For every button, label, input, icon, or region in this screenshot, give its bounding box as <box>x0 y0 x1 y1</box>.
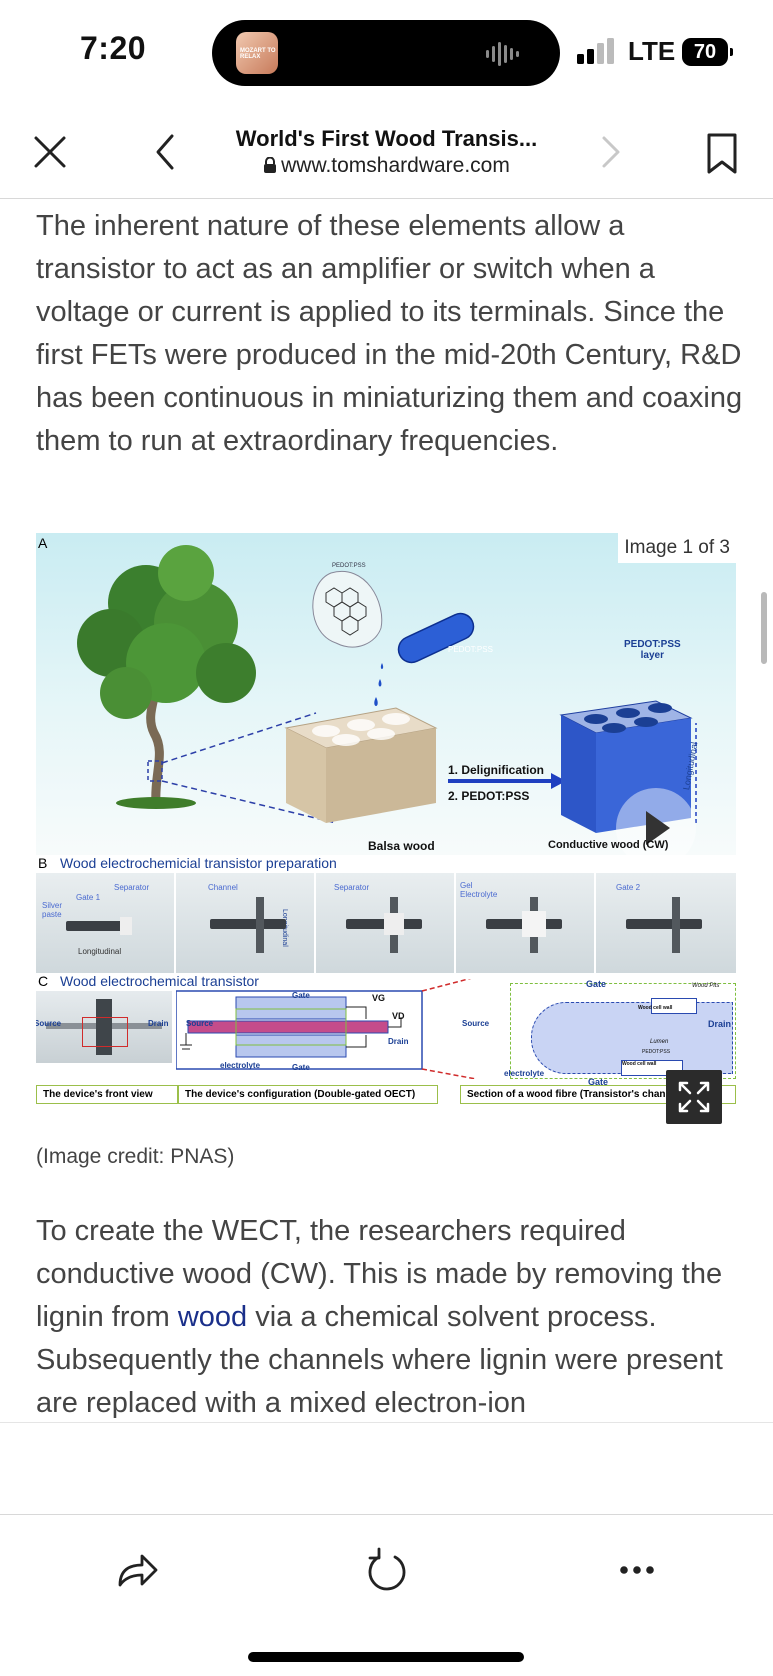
cell-label: Gate 1 <box>76 893 101 902</box>
caption-configuration: The device's configuration (Double-gated… <box>178 1085 438 1104</box>
pedot-bubble-label: PEDOT:PSS <box>332 563 366 569</box>
page-title[interactable]: World's First Wood Transis... <box>235 126 538 151</box>
network-type: LTE <box>628 36 676 66</box>
paragraph-text: To create the WECT, the researchers requ… <box>36 1215 723 1333</box>
cell-label: Channel <box>208 883 238 892</box>
expand-icon[interactable] <box>666 1070 722 1124</box>
balsa-wood-block <box>284 707 438 823</box>
prep-step-cell: Gate 2 <box>596 873 736 973</box>
chevron-right-icon[interactable] <box>596 132 626 172</box>
cell-label: Gel Electrolyte <box>460 881 498 899</box>
bottom-toolbar <box>0 1514 773 1615</box>
figure-panel-a: A <box>36 533 736 855</box>
source-label: Source <box>186 1019 214 1028</box>
source-label: Source <box>462 1019 490 1028</box>
caption-fibre-section: Section of a wood fibre (Transistor's ch… <box>460 1085 736 1104</box>
cell-label: Gate 2 <box>616 883 641 892</box>
caption-front-view: The device's front view <box>36 1085 178 1104</box>
panel-c-label: C <box>38 973 49 989</box>
figure-panel-b: Silver paste Gate 1 Separator Longitudin… <box>36 873 736 973</box>
article-figure[interactable]: A <box>36 533 736 1123</box>
conductive-wood-label: Conductive wood (CW) <box>548 839 669 851</box>
source-label: Source <box>36 1019 62 1028</box>
more-icon[interactable] <box>612 1545 662 1595</box>
drain-label: Drain <box>708 1019 732 1029</box>
electrolyte-label: electrolyte <box>220 1061 261 1070</box>
gate-label: Gate <box>588 1077 609 1087</box>
cell-wall-label: Wood cell wall <box>638 1005 673 1011</box>
battery-tip <box>730 48 733 56</box>
figure-panel-c: Source Drain Gate Source Drain VG VD ele… <box>36 979 736 1123</box>
browser-nav-bar: World's First Wood Transis... www.tomsha… <box>0 110 773 199</box>
status-time: 7:20 <box>80 30 147 66</box>
prep-step-cell: Separator <box>316 873 456 973</box>
bookmark-icon[interactable] <box>704 132 740 176</box>
panel-b-label: B <box>38 855 48 871</box>
audio-wave-icon <box>486 42 519 66</box>
panel-b-title: Wood electrochemicial transistor prepara… <box>60 855 337 871</box>
paragraph-text: via a chemical solvent process. Subseque… <box>36 1301 723 1419</box>
drain-label: Drain <box>388 1037 409 1046</box>
url-text: www.tomshardware.com <box>281 154 510 177</box>
dynamic-island[interactable]: MOZART TO RELAX <box>212 20 560 86</box>
now-playing-artwork: MOZART TO RELAX <box>236 32 278 74</box>
article-paragraph: The inherent nature of these elements al… <box>36 210 743 457</box>
vg-label: VG <box>372 993 386 1003</box>
step-pedot: 2. PEDOT:PSS <box>448 789 530 803</box>
cell-label: Separator <box>114 883 150 892</box>
drain-label: Drain <box>148 1019 169 1028</box>
prep-step-cell: Channel Longitudinal <box>176 873 316 973</box>
article-paragraph: To create the WECT, the researchers requ… <box>36 1210 748 1425</box>
chevron-left-icon[interactable] <box>148 132 188 172</box>
pedot-label: PEDOT:PSS <box>642 1049 671 1055</box>
content-divider <box>0 1422 773 1423</box>
tree-illustration <box>77 545 256 809</box>
panel-a-illustration <box>77 545 697 855</box>
electrolyte-label: electrolyte <box>504 1069 545 1078</box>
prep-step-cell: Gel Electrolyte <box>456 873 596 973</box>
wood-pits-label: Wood Pits <box>692 983 720 989</box>
share-icon[interactable] <box>112 1545 162 1595</box>
balsa-wood-label: Balsa wood <box>368 839 435 853</box>
vial-label: PEDOT:PSS <box>448 645 493 654</box>
pedot-layer-label: PEDOT:PSS layer <box>624 639 681 661</box>
configuration-diagram <box>176 979 477 1079</box>
image-credit: (Image credit: PNAS) <box>36 1145 235 1168</box>
reload-icon[interactable] <box>362 1545 412 1595</box>
lumen-label: Lumen <box>650 1039 669 1045</box>
step-delignification: 1. Delignification <box>448 763 545 777</box>
gate-label: Gate <box>292 991 310 1000</box>
close-icon[interactable] <box>30 132 70 172</box>
gate-label: Gate <box>586 979 607 989</box>
panel-a-label: A <box>38 535 48 551</box>
home-indicator[interactable] <box>248 1652 524 1662</box>
prep-step-cell: Silver paste Gate 1 Separator Longitudin… <box>36 873 176 973</box>
cell-label: Longitudinal <box>78 947 122 956</box>
image-counter: Image 1 of 3 <box>618 533 736 563</box>
panel-c-title: Wood electrochemical transistor <box>60 973 259 989</box>
wood-link[interactable]: wood <box>177 1301 248 1333</box>
scrollbar[interactable] <box>761 592 767 664</box>
gate-label: Gate <box>292 1063 310 1072</box>
cell-label: Silver paste <box>42 901 63 919</box>
artwork-text: MOZART TO RELAX <box>240 48 276 60</box>
page-url[interactable]: www.tomshardware.com <box>190 154 583 178</box>
vd-label: VD <box>392 1011 405 1021</box>
cell-label: Separator <box>334 883 370 892</box>
fibre-section-diagram <box>510 983 736 1079</box>
cellular-signal-icon <box>577 38 614 64</box>
cell-wall-label: Wood cell wall <box>622 1061 657 1067</box>
conductive-wood-block <box>559 700 693 833</box>
front-view-photo <box>36 991 172 1063</box>
battery-indicator: 70 <box>682 38 728 66</box>
lock-icon <box>264 156 277 173</box>
